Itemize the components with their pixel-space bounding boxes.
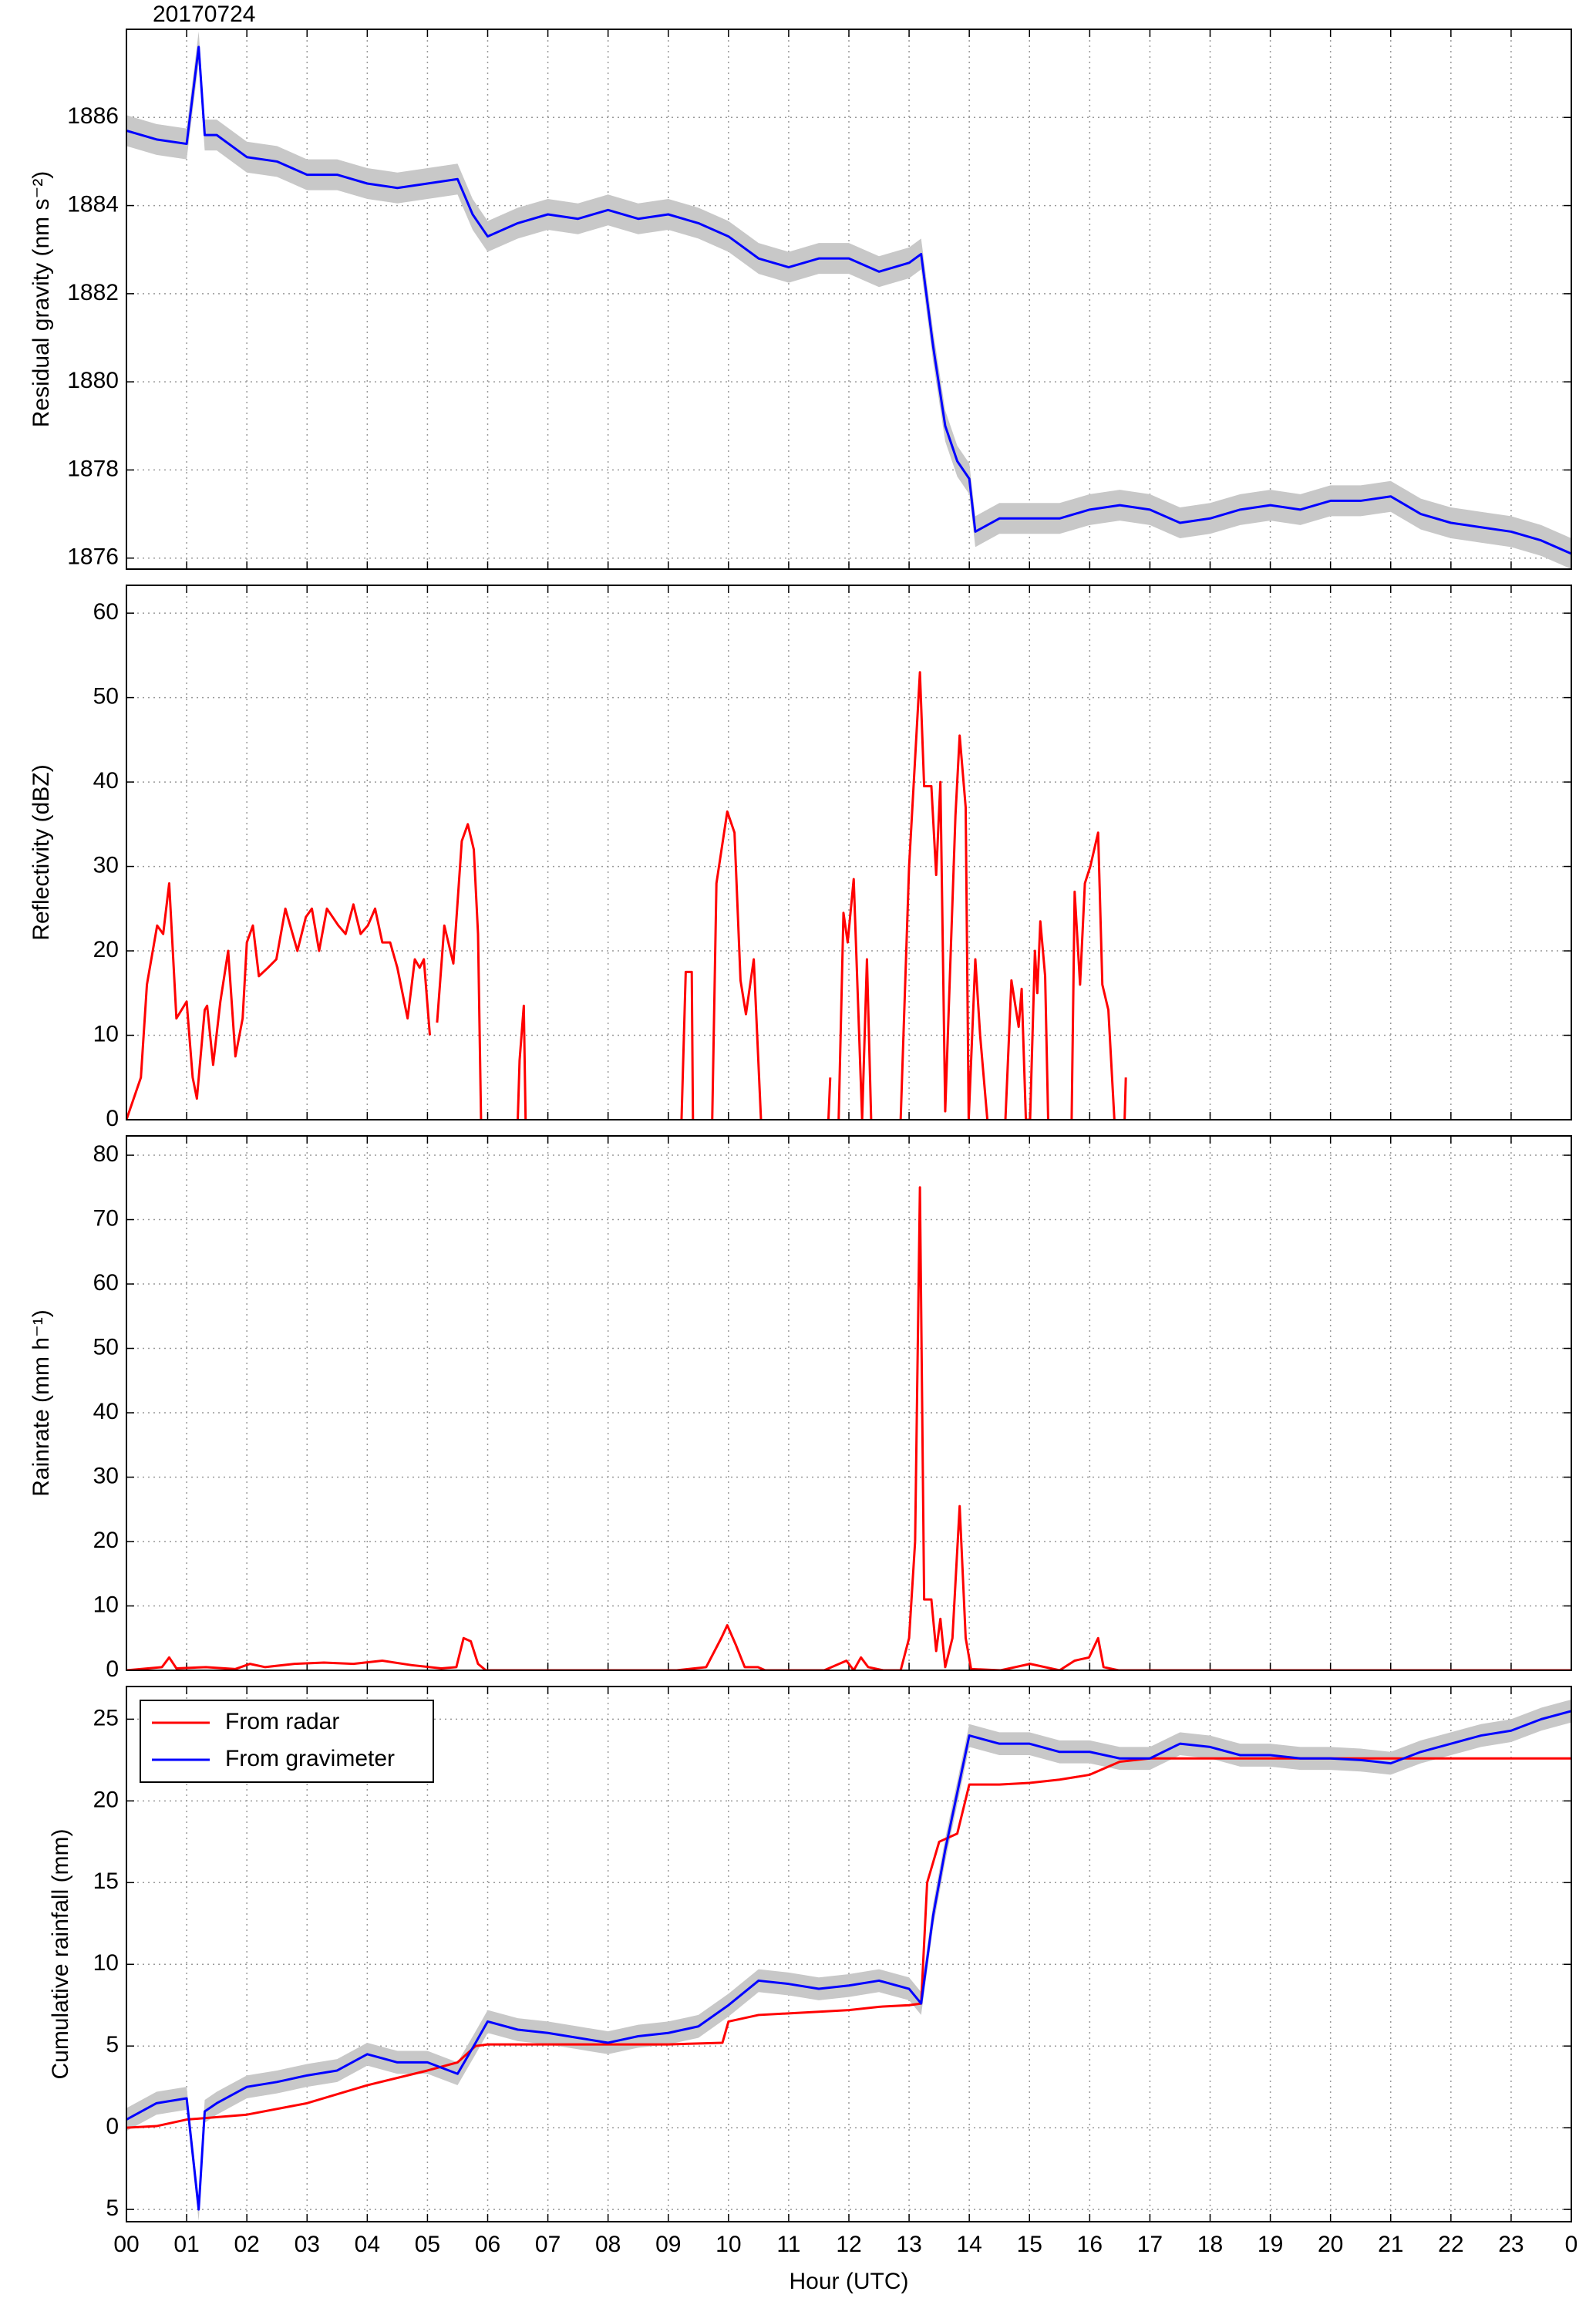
y-tick-label: 80 <box>93 1141 119 1167</box>
x-tick-label: 13 <box>896 2232 921 2257</box>
y-axis-label: Cumulative rainfall (mm) <box>48 1828 73 2079</box>
x-tick-label: 09 <box>655 2232 681 2257</box>
y-tick-label: 5 <box>106 2195 119 2221</box>
x-tick-label: 04 <box>355 2232 380 2257</box>
x-tick-label: 07 <box>535 2232 561 2257</box>
date-annotation: 20170724 <box>153 2 255 27</box>
y-tick-label: 0 <box>106 1106 119 1131</box>
y-tick-label: 1878 <box>67 456 119 481</box>
x-tick-label: 20 <box>1318 2232 1343 2257</box>
y-tick-label: 20 <box>93 1787 119 1812</box>
x-tick-label: 23 <box>1498 2232 1524 2257</box>
plot-frame <box>126 1135 1572 1671</box>
plot-frame <box>126 585 1572 1120</box>
x-tick-label: 00 <box>113 2232 139 2257</box>
y-tick-label: 70 <box>93 1205 119 1231</box>
y-tick-label: 30 <box>93 852 119 878</box>
y-tick-label: 25 <box>93 1705 119 1730</box>
plot-area <box>126 671 1127 1120</box>
data-line <box>126 45 1571 555</box>
y-tick-label: 50 <box>93 684 119 709</box>
x-tick-label: 19 <box>1258 2232 1283 2257</box>
y-tick-label: 40 <box>93 1399 119 1424</box>
x-tick-label: 21 <box>1378 2232 1403 2257</box>
y-tick-label: 5 <box>106 2032 119 2057</box>
plot-area <box>126 1699 1571 2221</box>
x-tick-label: 10 <box>716 2232 741 2257</box>
x-tick-label: 14 <box>956 2232 982 2257</box>
data-line <box>126 1186 1571 1670</box>
x-tick-label: 01 <box>173 2232 199 2257</box>
y-tick-label: 1882 <box>67 280 119 305</box>
y-tick-label: 15 <box>93 1869 119 1894</box>
y-tick-label: 1876 <box>67 544 119 570</box>
y-tick-label: 60 <box>93 599 119 625</box>
x-tick-label: 12 <box>836 2232 861 2257</box>
data-line <box>126 671 1127 1120</box>
x-axis-label: Hour (UTC) <box>790 2269 909 2294</box>
x-tick-label: 03 <box>295 2232 320 2257</box>
legend-label: From gravimeter <box>225 1746 395 1771</box>
x-tick-label: 22 <box>1438 2232 1463 2257</box>
plot-area <box>126 31 1571 569</box>
y-tick-label: 0 <box>106 1656 119 1682</box>
x-tick-label: 05 <box>415 2232 440 2257</box>
data-line <box>126 1710 1571 2211</box>
x-tick-label: 06 <box>475 2232 500 2257</box>
y-tick-label: 50 <box>93 1334 119 1360</box>
y-tick-label: 40 <box>93 768 119 794</box>
x-tick-label: 18 <box>1197 2232 1223 2257</box>
y-axis-label: Rainrate (mm h⁻¹) <box>29 1309 54 1497</box>
x-tick-label: 08 <box>595 2232 621 2257</box>
y-tick-label: 20 <box>93 937 119 962</box>
y-tick-label: 1884 <box>67 191 119 217</box>
y-tick-label: 10 <box>93 1950 119 1976</box>
y-tick-label: 1880 <box>67 368 119 393</box>
y-tick-label: 20 <box>93 1528 119 1553</box>
y-tick-label: 10 <box>93 1592 119 1617</box>
y-tick-label: 0 <box>106 2114 119 2139</box>
data-line <box>126 1757 1571 2129</box>
x-tick-label: 11 <box>776 2232 800 2257</box>
y-tick-label: 1886 <box>67 103 119 129</box>
y-tick-label: 30 <box>93 1463 119 1488</box>
x-tick-label: 15 <box>1017 2232 1042 2257</box>
y-axis-label: Reflectivity (dBZ) <box>29 764 54 940</box>
y-tick-label: 10 <box>93 1021 119 1046</box>
plot-area <box>126 1186 1571 1670</box>
plot-frame <box>126 1686 1572 2222</box>
x-tick-label: 0 <box>1565 2232 1578 2257</box>
uncertainty-band <box>126 1699 1571 2221</box>
y-axis-label: Residual gravity (nm s⁻²) <box>29 171 54 428</box>
plot-frame <box>126 29 1572 570</box>
legend-label: From radar <box>225 1709 339 1734</box>
x-tick-label: 17 <box>1137 2232 1163 2257</box>
x-tick-label: 16 <box>1077 2232 1103 2257</box>
y-tick-label: 60 <box>93 1270 119 1296</box>
legend-box <box>140 1700 434 1783</box>
x-tick-label: 02 <box>234 2232 259 2257</box>
